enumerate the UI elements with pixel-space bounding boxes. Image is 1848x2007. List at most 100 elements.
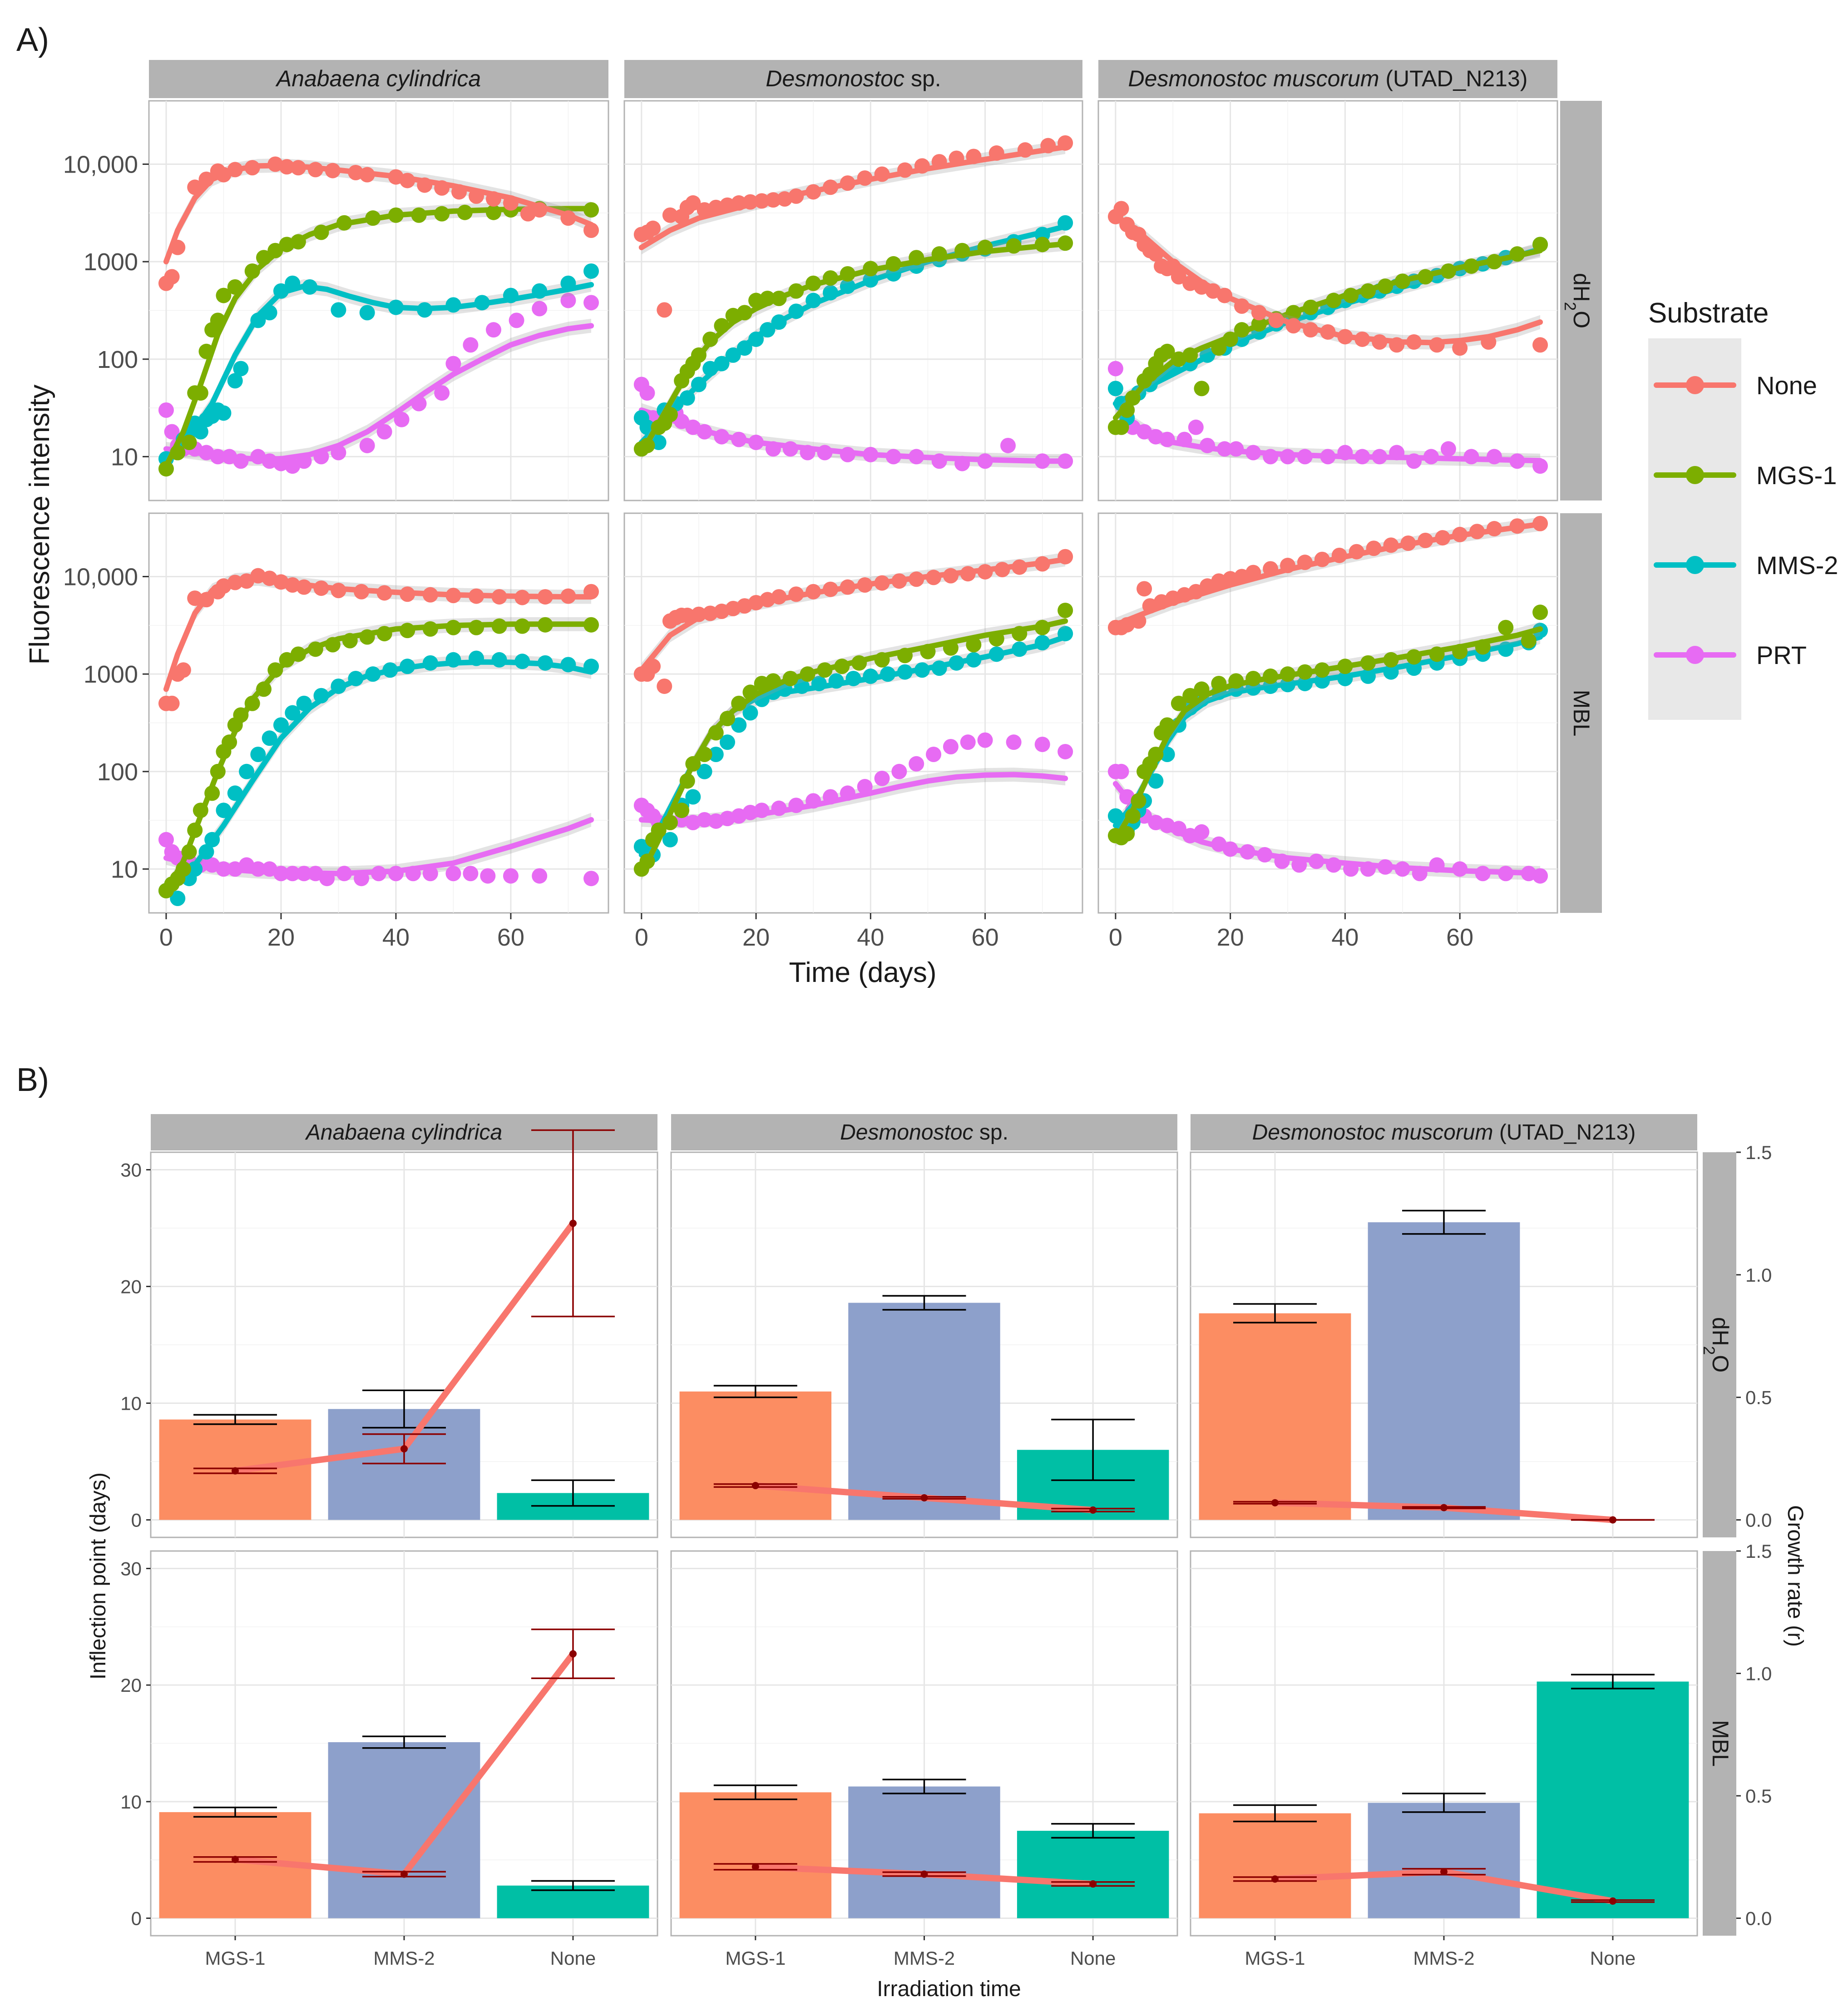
chart-b-y-tick-label: 10 bbox=[120, 1393, 142, 1414]
chart-a-point-mms-2 bbox=[1107, 381, 1123, 396]
chart-b-strip-title-0-italic: Anabaena cylindrica bbox=[305, 1120, 502, 1145]
chart-b-strip-1 bbox=[671, 1114, 1177, 1150]
chart-b-row-label-dh2o: dH2O bbox=[1700, 1317, 1734, 1373]
chart-b-growth-point-mgs-1 bbox=[232, 1856, 239, 1863]
chart-a-point-mms-2 bbox=[583, 263, 599, 279]
chart-a-point-mgs-1 bbox=[158, 461, 174, 477]
chart-b-y-tick-label: 30 bbox=[120, 1558, 142, 1580]
chart-a-point-none bbox=[662, 207, 678, 223]
chart-b-panel-1 bbox=[670, 1151, 1178, 1538]
chart-a-legend: Substrate None MGS-1 MMS-2 PRT bbox=[1648, 297, 1838, 720]
chart-a-point-prt bbox=[1107, 361, 1123, 377]
chart-a-ci-band-mms-2 bbox=[166, 278, 592, 468]
chart-b-strip-title-0: Anabaena cylindrica bbox=[305, 1120, 502, 1145]
chart-b-right-y-tick-label: 0.0 bbox=[1745, 1509, 1772, 1531]
chart-a-series-mms-2 bbox=[158, 650, 599, 907]
legend-title: Substrate bbox=[1648, 297, 1769, 329]
chart-a-point-prt bbox=[1440, 441, 1456, 457]
chart-a-point-prt bbox=[874, 770, 890, 786]
chart-b-x-tick-label-none: None bbox=[1070, 1948, 1116, 1969]
chart-b-bar-mgs-1 bbox=[1199, 1313, 1351, 1520]
chart-b-x-axis-title: Irradiation time bbox=[877, 1977, 1021, 2001]
chart-a-fit-line-prt bbox=[163, 817, 594, 877]
chart-a-point-none bbox=[1113, 201, 1129, 217]
chart-a-point-mgs-1 bbox=[1194, 381, 1210, 396]
chart-a-point-mgs-1 bbox=[674, 803, 690, 818]
legend-label-mgs-1: MGS-1 bbox=[1756, 461, 1837, 490]
chart-b-panel-2: 0.0 0.5 1.0 1.5 bbox=[1190, 1142, 1772, 1538]
chart-a-point-prt bbox=[164, 424, 180, 440]
chart-a-fit-line-none bbox=[638, 556, 1068, 673]
chart-a-x-axis-title: Time (days) bbox=[789, 957, 937, 988]
chart-b-panel-3: 0 10 20 30 MGS-1 MMS-2 None bbox=[120, 1550, 658, 1969]
chart-b-y-tick-label: 10 bbox=[120, 1791, 142, 1813]
chart-b-right-y-tick-label: 1.0 bbox=[1745, 1663, 1772, 1685]
chart-b-strip-title-1-suffix: sp. bbox=[973, 1120, 1008, 1145]
chart-a-panel-0: 10 100 1000 10,000 bbox=[63, 100, 609, 501]
chart-a-point-prt bbox=[509, 312, 524, 328]
chart-a-fit-line-none bbox=[1112, 521, 1543, 628]
chart-a-point-none bbox=[645, 220, 661, 236]
chart-a-y-tick-label: 1000 bbox=[84, 248, 138, 276]
chart-a-panel-3: 10 100 1000 10,000 0 20 40 60 bbox=[63, 512, 609, 951]
chart-b-right-y-tick-label: 0.5 bbox=[1745, 1387, 1772, 1408]
chart-a-strip-title-1-suffix: sp. bbox=[904, 66, 941, 91]
chart-b-right-y-tick-label: 1.0 bbox=[1745, 1264, 1772, 1286]
chart-b-growth-point-mms-2 bbox=[400, 1445, 408, 1452]
chart-b-growth-point-mgs-1 bbox=[751, 1863, 759, 1871]
chart-a-x-tick-label: 20 bbox=[742, 924, 770, 951]
chart-a-row-label-dh2o-part-2: O bbox=[1569, 311, 1594, 328]
legend-key-point-prt bbox=[1686, 646, 1704, 664]
chart-a-fit-line-prt bbox=[1112, 401, 1543, 464]
chart-a-point-prt bbox=[943, 738, 959, 754]
legend-key-point-mgs-1 bbox=[1686, 466, 1704, 484]
chart-a-y-tick-label: 1000 bbox=[84, 661, 138, 688]
chart-a-row-strip-dh2o bbox=[1560, 101, 1602, 501]
chart-b-bar-mgs-1 bbox=[679, 1792, 832, 1918]
chart-b-growth-point-mms-2 bbox=[1440, 1868, 1448, 1876]
chart-a-point-prt bbox=[158, 402, 174, 418]
chart-b-strip-title-2-suffix: (UTAD_N213) bbox=[1493, 1120, 1636, 1145]
chart-a-point-mms-2 bbox=[685, 789, 701, 805]
chart-a-fit-line-mgs-1 bbox=[638, 618, 1068, 877]
chart-b-strip-title-1-italic: Desmonostoc bbox=[840, 1120, 973, 1145]
chart-a-point-mms-2 bbox=[285, 705, 301, 721]
chart-a-point-mms-2 bbox=[697, 763, 712, 779]
chart-b-bar-none bbox=[1537, 1681, 1689, 1918]
panel-a-tag: A) bbox=[16, 22, 49, 58]
chart-b-panel-5: 0.0 0.5 1.0 1.5 MGS-1 MMS-2 None bbox=[1190, 1541, 1772, 1969]
chart-b-growth-point-mms-2 bbox=[920, 1870, 928, 1878]
chart-b-y-tick-label: 20 bbox=[120, 1276, 142, 1298]
chart-a-point-prt bbox=[1000, 437, 1016, 453]
chart-b-row-label-dh2o-part-0: dH bbox=[1708, 1317, 1733, 1346]
chart-a-point-mgs-1 bbox=[1532, 237, 1548, 253]
legend-label-none: None bbox=[1756, 371, 1817, 400]
chart-a-series-none bbox=[1107, 201, 1548, 356]
chart-a-fit-line-prt bbox=[638, 407, 1068, 464]
chart-a-point-none bbox=[657, 302, 672, 318]
chart-a-x-tick-label: 0 bbox=[1109, 924, 1122, 951]
chart-b-strip-2 bbox=[1191, 1114, 1697, 1150]
chart-a-series-mgs-1 bbox=[1107, 237, 1548, 435]
chart-a-panel-1 bbox=[623, 100, 1083, 501]
chart-a-point-none bbox=[657, 678, 672, 694]
chart-a-point-prt bbox=[158, 832, 174, 847]
chart-a-ci-band-none bbox=[641, 140, 1066, 255]
chart-b-growth-point-none bbox=[1089, 1506, 1097, 1514]
chart-a-point-prt bbox=[960, 734, 976, 750]
chart-a-point-mms-2 bbox=[250, 746, 266, 762]
chart-a-strip-title-0-italic: Anabaena cylindrica bbox=[275, 66, 481, 91]
chart-a-fit-line-prt bbox=[163, 323, 594, 462]
chart-a-y-tick-label: 100 bbox=[97, 346, 138, 373]
legend-key-point-none bbox=[1686, 376, 1704, 394]
chart-a-x-tick-label: 60 bbox=[1446, 924, 1473, 951]
chart-b-right-y-tick-label: 1.5 bbox=[1745, 1541, 1772, 1562]
chart-a-point-mgs-1 bbox=[181, 435, 197, 451]
chart-a-strip-title-0: Anabaena cylindrica bbox=[275, 66, 481, 91]
chart-b-row-label-mbl: MBL bbox=[1708, 1720, 1733, 1767]
chart-b-panel-0: 0 10 20 30 bbox=[120, 1129, 658, 1538]
chart-a-point-mms-2 bbox=[731, 717, 747, 733]
chart-a-y-tick-label: 10 bbox=[111, 443, 138, 471]
chart-a-point-prt bbox=[394, 411, 410, 427]
chart-b-bar-none bbox=[1017, 1831, 1169, 1918]
